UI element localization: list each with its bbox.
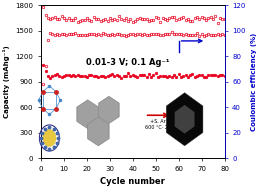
Text: +S, Ar
600 °C· 2h: +S, Ar 600 °C· 2h (145, 119, 171, 130)
Y-axis label: Coulombic efficiency (%): Coulombic efficiency (%) (251, 33, 257, 131)
Polygon shape (77, 100, 99, 129)
X-axis label: Cycle number: Cycle number (100, 177, 165, 186)
Y-axis label: Capacity (mAhg⁻¹): Capacity (mAhg⁻¹) (3, 45, 10, 118)
Text: ZIF-67: ZIF-67 (96, 92, 113, 97)
Polygon shape (99, 96, 119, 124)
Polygon shape (166, 93, 203, 146)
Text: 0.01-3 V; 0.1 Ag⁻¹: 0.01-3 V; 0.1 Ag⁻¹ (86, 58, 170, 67)
Polygon shape (87, 117, 109, 146)
Polygon shape (175, 105, 194, 134)
Circle shape (43, 130, 56, 146)
